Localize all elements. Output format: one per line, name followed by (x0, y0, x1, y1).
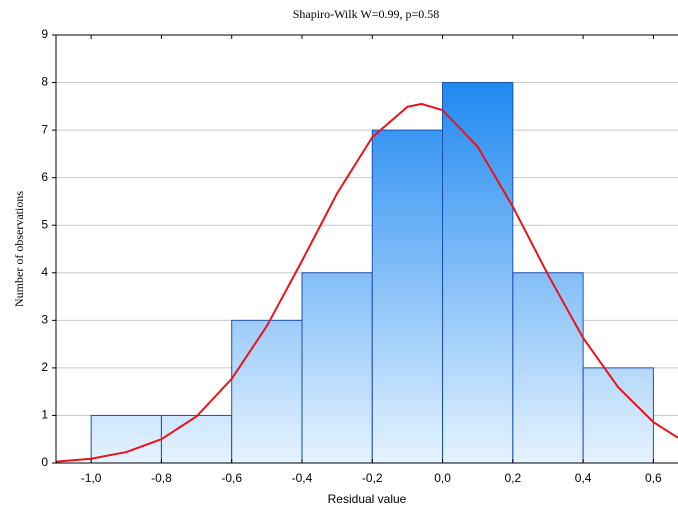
y-tick-label: 1 (41, 408, 48, 422)
bar (442, 82, 514, 464)
y-tick-label: 2 (41, 360, 48, 374)
normal-curve (56, 102, 678, 463)
y-axis-label: Number of observations (12, 191, 26, 307)
y-tick-label: 0 (41, 455, 48, 469)
y-tick-label: 8 (41, 75, 48, 89)
curve-group (56, 102, 678, 463)
x-tick-label: -0,2 (362, 471, 383, 485)
bar (371, 129, 444, 464)
x-tick-label: -0,6 (221, 471, 242, 485)
bar (582, 367, 654, 464)
x-axis-label: Residual value (328, 492, 407, 506)
x-tick-label: 0,4 (575, 471, 592, 485)
y-tick-label: 3 (41, 313, 48, 327)
x-tick-label: -1,0 (81, 471, 102, 485)
y-tick-label: 4 (41, 265, 48, 279)
chart-title: Shapiro-Wilk W=0.99, p=0.58 (293, 7, 439, 21)
bar (512, 272, 584, 464)
x-tick-label: -0,4 (292, 471, 313, 485)
y-tick-label: 5 (41, 217, 48, 231)
x-tick-label: -0,8 (151, 471, 172, 485)
y-tick-label: 9 (41, 27, 48, 41)
bar (160, 414, 233, 464)
x-tick-label: 0,2 (504, 471, 521, 485)
axes: 0 1 2 3 4 5 6 7 8 9 -1,0 -0,8 -0,6 -0,4 -0,2 0,0 0,2 0,4 0… (41, 27, 678, 485)
bar (231, 319, 303, 464)
y-tick-label: 6 (41, 170, 48, 184)
y-tick-label: 7 (41, 122, 48, 136)
x-tick-label: 0,6 (645, 471, 662, 485)
bar (301, 272, 373, 464)
x-tick-label: 0,0 (434, 471, 451, 485)
